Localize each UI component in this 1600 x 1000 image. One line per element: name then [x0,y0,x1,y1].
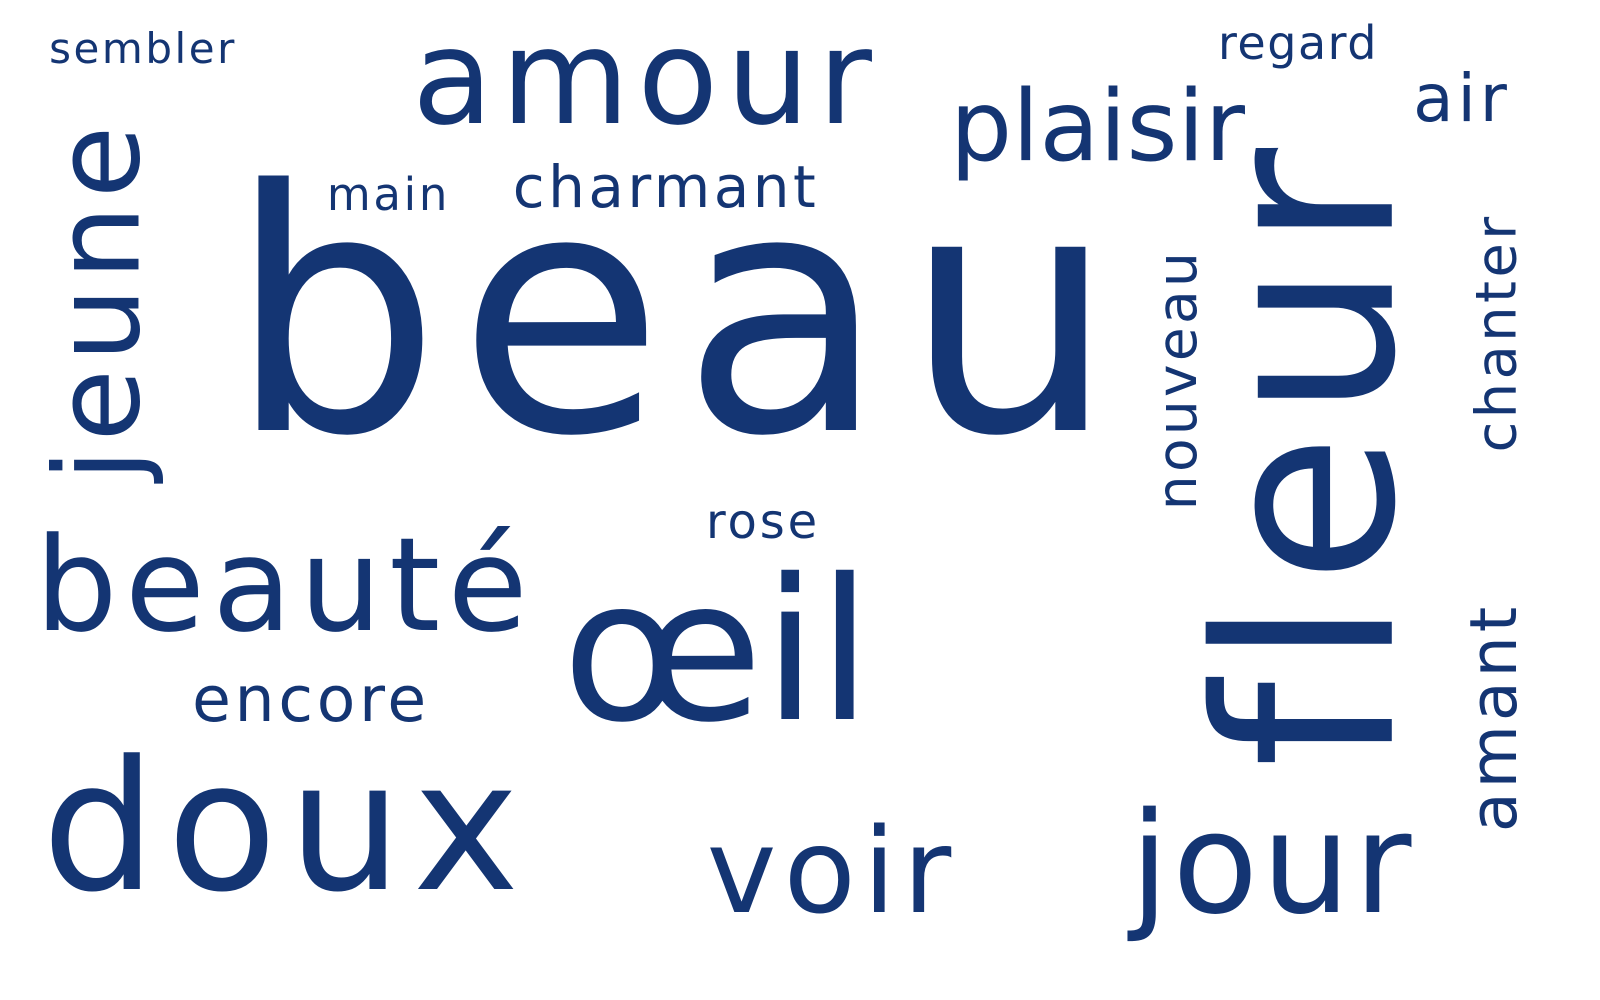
word-chanter: chanter [1464,213,1530,453]
word-rose: rose [705,494,821,550]
word-sembler: sembler [49,24,237,73]
word-air: air [1413,60,1511,137]
word-plaisir: plaisir [950,69,1245,184]
word-encore: encore [192,663,430,736]
word-beaute: beauté [35,509,535,661]
word-jour: jour [1130,783,1415,946]
word-amour: amour [412,1,880,155]
word-amant: amant [1456,602,1532,833]
word-main: main [326,168,451,221]
word-doux: doux [41,723,531,932]
word-oeil: œil [562,538,872,767]
word-fleur: fleur [1165,132,1450,768]
word-voir: voir [706,802,959,940]
word-regard: regard [1218,16,1378,70]
word-charmant: charmant [512,153,820,221]
word-jeune: jeune [28,118,166,482]
word-beau: beau [228,120,1133,510]
